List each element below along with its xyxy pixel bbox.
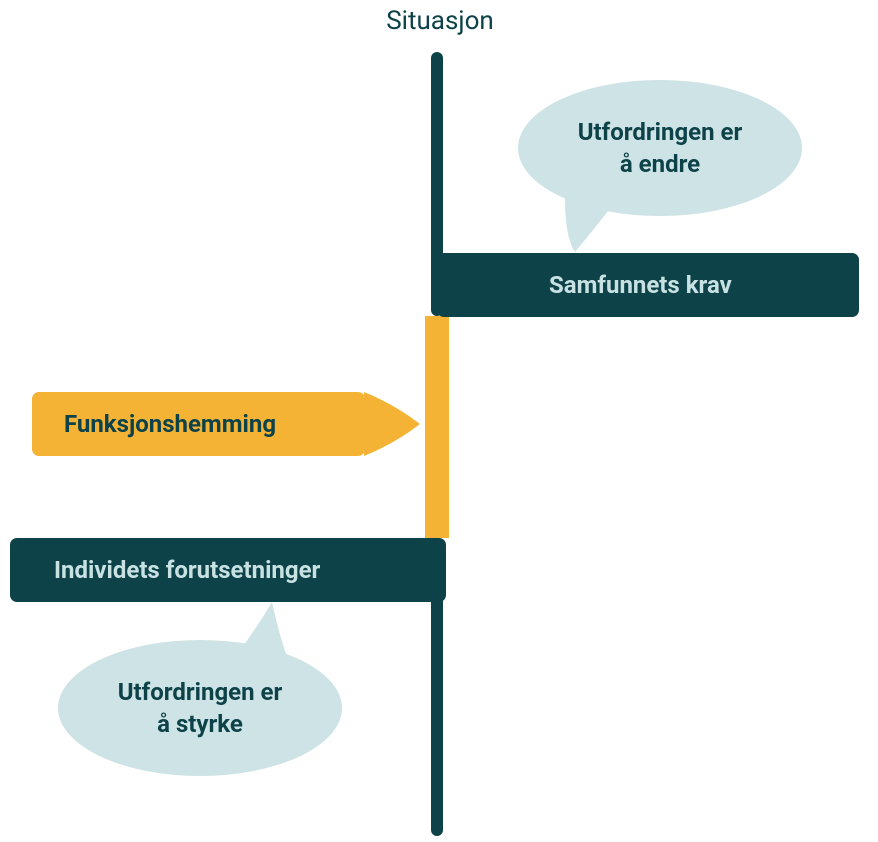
bar-individets-forutsetninger-label: Individets forutsetninger [54, 556, 320, 584]
bubble-utfordringen-endre: Utfordringen er å endre [518, 80, 802, 216]
bubble-endre-line2: å endre [620, 150, 700, 178]
bar-individets-forutsetninger: Individets forutsetninger [10, 538, 446, 602]
bubble-endre-tail-icon [555, 198, 625, 254]
diagram-title: Situasjon [370, 6, 510, 36]
bubble-endre-line1: Utfordringen er [578, 118, 743, 146]
bubble-styrke-line2: å styrke [157, 710, 243, 738]
bubble-utfordringen-styrke: Utfordringen er å styrke [58, 640, 342, 776]
label-funksjonshemming: Funksjonshemming [32, 392, 365, 456]
bubble-styrke-line1: Utfordringen er [118, 678, 283, 706]
label-funksjonshemming-arrow-icon [364, 392, 426, 456]
bar-samfunnets-krav-label: Samfunnets krav [549, 271, 732, 299]
axis-middle-segment [425, 316, 449, 538]
bar-samfunnets-krav: Samfunnets krav [437, 253, 859, 317]
gap-model-diagram: Situasjon Samfunnets krav Individets for… [0, 0, 878, 842]
label-funksjonshemming-text: Funksjonshemming [64, 410, 276, 438]
